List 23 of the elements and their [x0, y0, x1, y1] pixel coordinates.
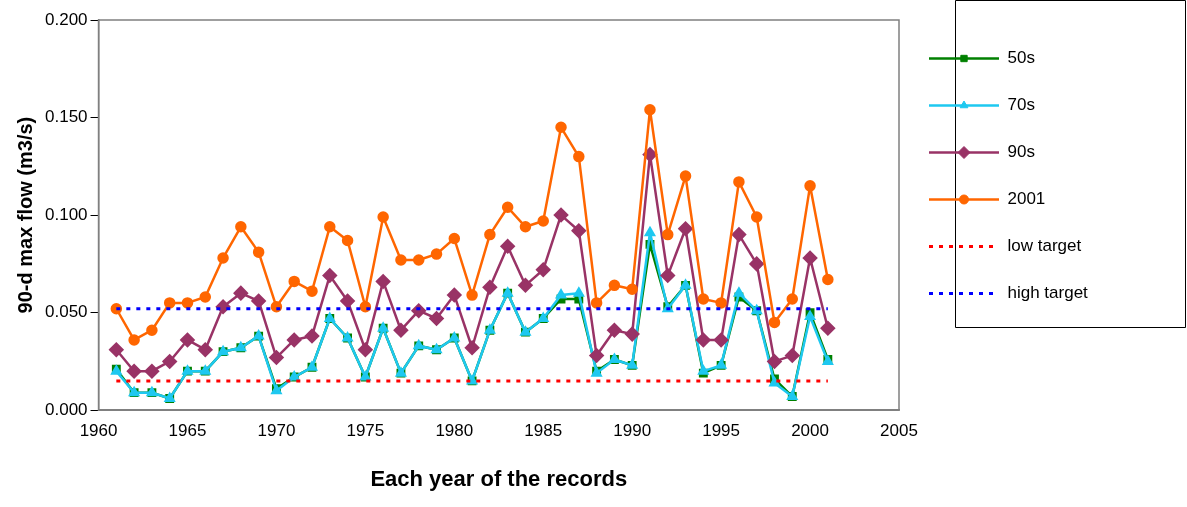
- x-axis-title: Each year of the records: [370, 465, 628, 491]
- y-tick-label: 0.000: [44, 399, 88, 419]
- x-tick-label: 1960: [79, 421, 118, 441]
- legend-label: 90s: [1007, 142, 1035, 162]
- y-tick-label: 0.200: [44, 9, 88, 29]
- legend-label: low target: [1007, 236, 1082, 256]
- y-tick-label: 0.050: [44, 302, 88, 322]
- x-tick-label: 1980: [435, 421, 474, 441]
- x-tick-label: 2005: [880, 421, 918, 441]
- x-tick-label: 1995: [702, 421, 741, 441]
- legend-label: 70s: [1007, 95, 1035, 115]
- x-tick-label: 1975: [346, 421, 385, 441]
- y-tick-label: 0.150: [44, 107, 88, 127]
- x-tick-label: 1970: [257, 421, 296, 441]
- x-tick-label: 1965: [168, 421, 207, 441]
- x-tick-label: 1985: [524, 421, 563, 441]
- legend-label: 2001: [1007, 189, 1046, 209]
- x-tick-label: 1990: [613, 421, 652, 441]
- legend-label: high target: [1007, 283, 1089, 303]
- legend-label: 50s: [1007, 48, 1035, 68]
- y-tick-label: 0.100: [44, 204, 88, 224]
- y-axis-title: 90-d max flow (m3/s): [13, 116, 36, 314]
- x-tick-label: 2000: [791, 421, 829, 441]
